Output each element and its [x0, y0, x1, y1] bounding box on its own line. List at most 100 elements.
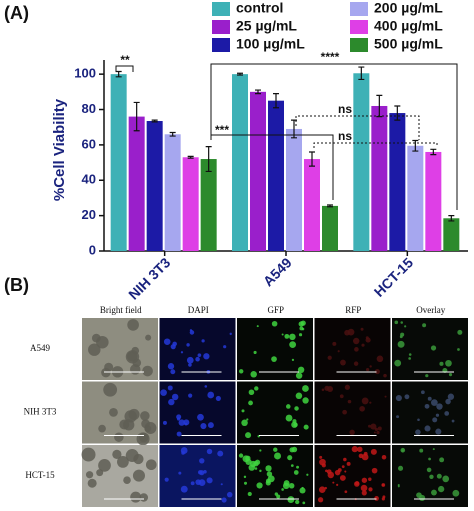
cell	[432, 448, 435, 451]
column-header: Overlay	[416, 305, 445, 315]
cell	[163, 338, 171, 346]
cell	[452, 489, 460, 497]
cell	[381, 483, 386, 487]
cell	[87, 478, 97, 488]
cell	[306, 473, 309, 476]
cell	[215, 395, 221, 402]
cell	[408, 357, 411, 360]
error-bar	[430, 148, 437, 156]
cell	[256, 325, 259, 328]
cell	[334, 469, 341, 476]
cell	[282, 482, 290, 490]
column-header: RFP	[345, 305, 361, 315]
cell	[226, 491, 233, 498]
cell	[327, 355, 332, 360]
cell	[439, 361, 444, 366]
legend-swatch	[350, 2, 368, 16]
cell	[168, 398, 175, 406]
y-tick-label: 80	[82, 101, 96, 116]
cell	[112, 449, 122, 459]
significance-bracket	[210, 134, 334, 200]
cell	[302, 501, 306, 505]
cell	[302, 385, 309, 392]
cell	[396, 415, 400, 419]
cell	[207, 422, 214, 429]
cell	[419, 448, 424, 453]
cell	[250, 371, 257, 378]
cell	[101, 367, 111, 378]
cell	[123, 419, 135, 431]
legend-label: 200 µg/mL	[374, 0, 443, 16]
column-header: GFP	[267, 305, 284, 315]
bar	[443, 218, 460, 251]
error-bar	[394, 105, 401, 121]
cell	[190, 481, 195, 486]
cell	[336, 483, 339, 486]
cell	[426, 467, 432, 473]
cell	[198, 479, 206, 486]
cell	[394, 320, 399, 325]
micrograph	[159, 381, 236, 444]
legend-swatch	[212, 38, 230, 52]
cell	[250, 460, 257, 468]
cell	[132, 469, 145, 482]
cell	[199, 458, 205, 464]
bar	[389, 113, 406, 251]
cell	[435, 428, 442, 435]
cell	[297, 366, 305, 374]
cell	[129, 364, 141, 375]
error-bar	[309, 151, 315, 167]
cell	[81, 447, 96, 462]
significance-bracket	[313, 142, 438, 148]
cell	[408, 353, 412, 356]
legend-label: 100 µg/mL	[236, 36, 305, 52]
cell	[178, 419, 185, 426]
cell	[241, 419, 248, 427]
cell	[317, 497, 324, 503]
significance-bracket	[295, 115, 420, 140]
error-bar	[187, 155, 194, 159]
cell	[401, 449, 404, 452]
cell	[180, 485, 188, 493]
cell	[103, 382, 118, 397]
cell	[432, 417, 438, 423]
cell	[178, 471, 182, 475]
cell	[144, 425, 152, 433]
panel-label: (A)	[4, 3, 29, 23]
cell	[145, 334, 152, 341]
cell	[287, 496, 295, 504]
cell	[259, 469, 262, 473]
cell	[184, 422, 188, 426]
cell	[354, 481, 360, 486]
cell	[397, 340, 405, 348]
cell	[142, 365, 153, 377]
row-label: A549	[30, 343, 50, 353]
cell	[176, 431, 182, 437]
cell	[128, 408, 140, 420]
cell	[145, 459, 157, 471]
y-tick-label: 40	[82, 172, 96, 187]
cell	[376, 430, 380, 435]
cell	[417, 418, 420, 422]
cell	[351, 446, 358, 453]
cell	[346, 461, 351, 466]
cell	[394, 359, 402, 367]
cell	[248, 400, 253, 406]
cell	[370, 448, 377, 455]
cell	[397, 484, 400, 487]
cell	[298, 321, 304, 327]
cell	[457, 348, 460, 351]
cell	[203, 353, 210, 360]
cell	[397, 465, 404, 471]
cell	[299, 487, 306, 494]
column-header: Bright field	[100, 305, 142, 315]
bar	[322, 205, 338, 251]
bar	[128, 116, 145, 251]
bar	[182, 157, 199, 251]
cell	[197, 413, 204, 421]
legend-label: 500 µg/mL	[374, 36, 443, 52]
cell	[223, 345, 227, 349]
bar	[353, 73, 370, 251]
cell	[373, 431, 376, 434]
significance-label: ****	[321, 50, 340, 64]
